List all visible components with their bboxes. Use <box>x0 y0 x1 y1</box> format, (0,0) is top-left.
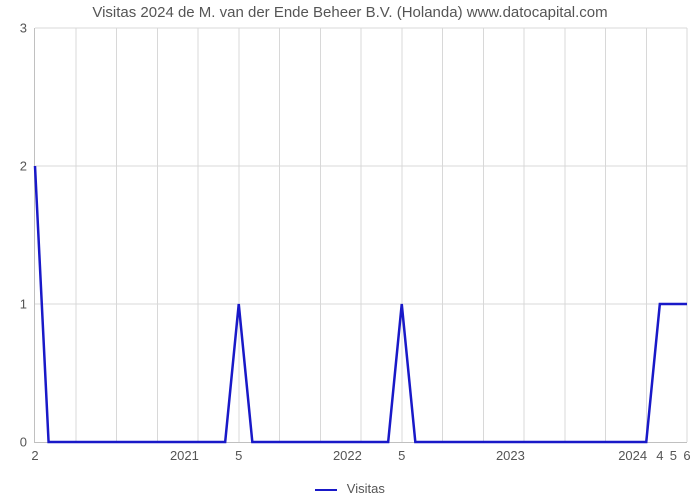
y-tick-label: 1 <box>20 297 35 312</box>
x-tick-label: 2 <box>31 442 38 463</box>
x-tick-label: 2023 <box>496 442 525 463</box>
chart-container: { "chart": { "type": "line", "title": "V… <box>0 0 700 500</box>
legend-label: Visitas <box>347 481 385 496</box>
y-tick-label: 3 <box>20 21 35 36</box>
plot-area: 01232202152022520232024456 <box>34 28 687 443</box>
x-tick-label: 2022 <box>333 442 362 463</box>
x-tick-label: 6 <box>683 442 690 463</box>
plot-svg <box>35 28 687 442</box>
grid-x <box>76 28 687 442</box>
chart-title: Visitas 2024 de M. van der Ende Beheer B… <box>0 4 700 21</box>
x-tick-label: 2024 <box>618 442 647 463</box>
legend: Visitas <box>0 481 700 496</box>
x-tick-label: 4 <box>656 442 663 463</box>
x-tick-label: 5 <box>670 442 677 463</box>
legend-swatch <box>315 489 337 491</box>
y-tick-label: 2 <box>20 159 35 174</box>
x-tick-label: 5 <box>398 442 405 463</box>
x-tick-label: 5 <box>235 442 242 463</box>
x-tick-label: 2021 <box>170 442 199 463</box>
